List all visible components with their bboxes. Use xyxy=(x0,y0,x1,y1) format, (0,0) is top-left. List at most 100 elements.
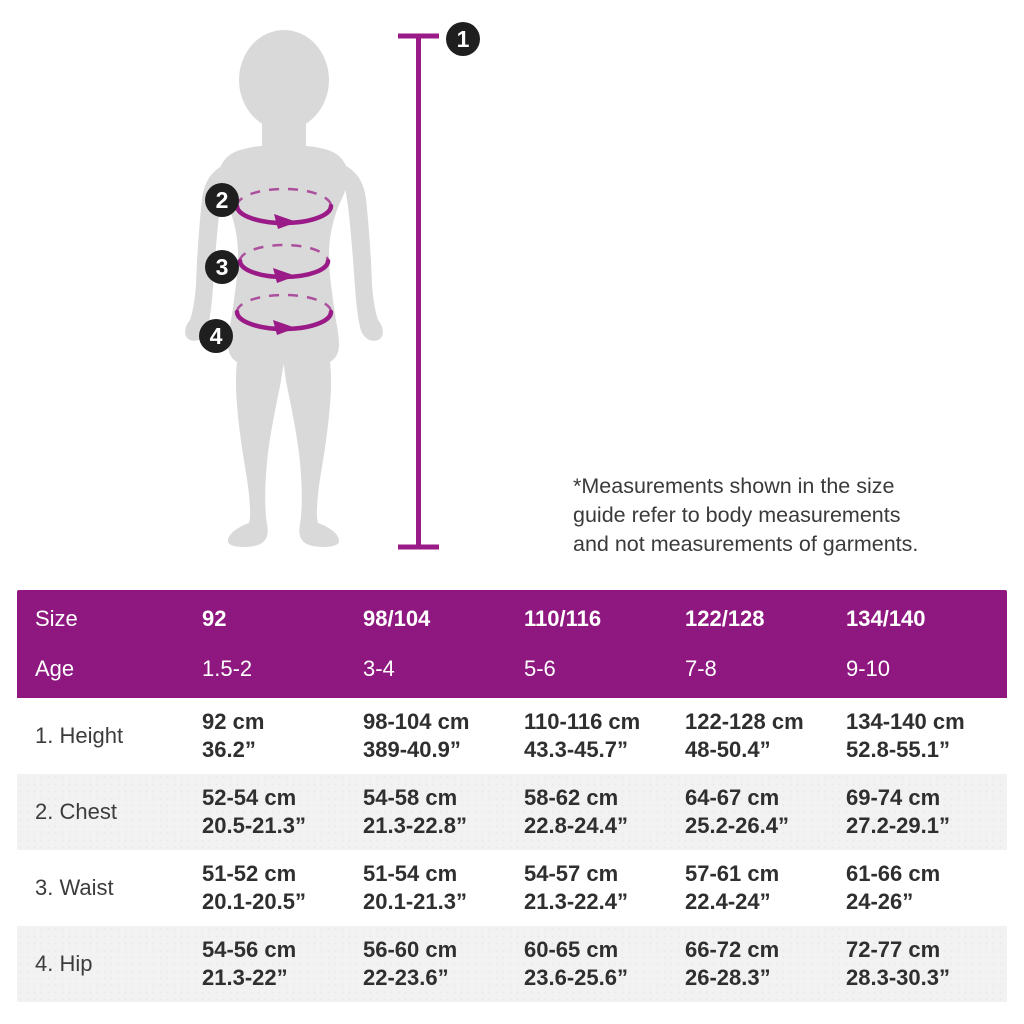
cell-in: 22.4-24” xyxy=(685,889,771,914)
age-value: 3-4 xyxy=(363,656,395,681)
cell-in: 23.6-25.6” xyxy=(524,965,628,990)
table-cell: 54-56 cm 21.3-22” xyxy=(202,936,363,992)
chest-arrow-icon xyxy=(274,214,297,229)
table-cell: 51-52 cm 20.1-20.5” xyxy=(202,860,363,916)
cell-cm: 61-66 cm xyxy=(846,861,941,886)
cell-in: 22-23.6” xyxy=(363,965,449,990)
table-cell: 54-58 cm 21.3-22.8” xyxy=(363,784,524,840)
cell-cm: 52-54 cm xyxy=(202,785,297,810)
note-line-2: guide refer to body measurements xyxy=(573,503,901,527)
cell-cm: 98-104 cm xyxy=(363,709,470,734)
measurement-note: *Measurements shown in the size guide re… xyxy=(573,472,918,559)
waist-measure-loop xyxy=(237,243,331,283)
waist-arrow-icon xyxy=(273,268,296,283)
height-measure-line xyxy=(398,33,439,550)
age-value: 1.5-2 xyxy=(202,656,253,681)
table-row-waist: 3. Waist 51-52 cm 20.1-20.5” 51-54 cm 20… xyxy=(17,850,1007,926)
size-value: 122/128 xyxy=(685,606,765,631)
table-cell: 66-72 cm 26-28.3” xyxy=(685,936,846,992)
age-header-row: Age 1.5-2 3-4 5-6 7-8 9-10 xyxy=(17,644,1007,694)
marker-3-waist: 3 xyxy=(205,250,239,284)
size-guide-table: Size 92 98/104 110/116 122/128 134/140 A… xyxy=(17,590,1007,1002)
cell-cm: 51-52 cm xyxy=(202,861,297,886)
cell-cm: 54-58 cm xyxy=(363,785,458,810)
table-cell: 69-74 cm 27.2-29.1” xyxy=(846,784,1004,840)
table-cell: 98-104 cm 389-40.9” xyxy=(363,708,524,764)
table-cell: 72-77 cm 28.3-30.3” xyxy=(846,936,1004,992)
hip-measure-loop xyxy=(234,293,334,335)
cell-in: 27.2-29.1” xyxy=(846,813,950,838)
row-label: 4. Hip xyxy=(35,951,93,976)
cell-cm: 64-67 cm xyxy=(685,785,780,810)
table-cell: 51-54 cm 20.1-21.3” xyxy=(363,860,524,916)
svg-text:4: 4 xyxy=(210,323,223,349)
age-value: 9-10 xyxy=(846,656,891,681)
table-cell: 57-61 cm 22.4-24” xyxy=(685,860,846,916)
child-silhouette xyxy=(185,30,383,547)
cell-cm: 122-128 cm xyxy=(685,709,804,734)
table-row-hip: 4. Hip 54-56 cm 21.3-22” 56-60 cm 22-23.… xyxy=(17,926,1007,1002)
table-cell: 110-116 cm 43.3-45.7” xyxy=(524,708,685,764)
table-header: Size 92 98/104 110/116 122/128 134/140 A… xyxy=(17,590,1007,698)
cell-cm: 92 cm xyxy=(202,709,265,734)
cell-cm: 56-60 cm xyxy=(363,937,458,962)
table-cell: 52-54 cm 20.5-21.3” xyxy=(202,784,363,840)
cell-in: 52.8-55.1” xyxy=(846,737,950,762)
cell-cm: 51-54 cm xyxy=(363,861,458,886)
size-value: 110/116 xyxy=(524,606,602,631)
table-row-height: 1. Height 92 cm 36.2” 98-104 cm 389-40.9… xyxy=(17,698,1007,774)
cell-in: 20.5-21.3” xyxy=(202,813,306,838)
table-cell: 56-60 cm 22-23.6” xyxy=(363,936,524,992)
cell-cm: 57-61 cm xyxy=(685,861,780,886)
svg-text:1: 1 xyxy=(457,26,470,52)
cell-in: 28.3-30.3” xyxy=(846,965,950,990)
cell-in: 21.3-22.4” xyxy=(524,889,628,914)
hip-arrow-icon xyxy=(273,320,296,335)
size-value: 98/104 xyxy=(363,606,431,631)
size-value: 134/140 xyxy=(846,606,926,631)
table-cell: 61-66 cm 24-26” xyxy=(846,860,1004,916)
svg-text:2: 2 xyxy=(216,187,229,213)
table-cell: 54-57 cm 21.3-22.4” xyxy=(524,860,685,916)
table-cell: 60-65 cm 23.6-25.6” xyxy=(524,936,685,992)
table-row-chest: 2. Chest 52-54 cm 20.5-21.3” 54-58 cm 21… xyxy=(17,774,1007,850)
cell-cm: 60-65 cm xyxy=(524,937,619,962)
table-cell: 92 cm 36.2” xyxy=(202,708,363,764)
cell-cm: 110-116 cm xyxy=(524,709,641,734)
age-value: 7-8 xyxy=(685,656,717,681)
cell-cm: 134-140 cm xyxy=(846,709,965,734)
cell-in: 389-40.9” xyxy=(363,737,461,762)
marker-4-hip: 4 xyxy=(199,319,233,353)
row-label: 2. Chest xyxy=(35,799,117,824)
cell-in: 20.1-21.3” xyxy=(363,889,467,914)
cell-in: 20.1-20.5” xyxy=(202,889,306,914)
cell-cm: 54-57 cm xyxy=(524,861,619,886)
age-value: 5-6 xyxy=(524,656,556,681)
marker-2-chest: 2 xyxy=(205,183,239,217)
cell-in: 21.3-22.8” xyxy=(363,813,467,838)
table-cell: 122-128 cm 48-50.4” xyxy=(685,708,846,764)
table-cell: 64-67 cm 25.2-26.4” xyxy=(685,784,846,840)
cell-cm: 69-74 cm xyxy=(846,785,941,810)
cell-in: 48-50.4” xyxy=(685,737,771,762)
cell-in: 21.3-22” xyxy=(202,965,288,990)
marker-1-height: 1 xyxy=(446,22,480,56)
note-line-1: *Measurements shown in the size xyxy=(573,474,895,498)
table-cell: 134-140 cm 52.8-55.1” xyxy=(846,708,1004,764)
cell-in: 22.8-24.4” xyxy=(524,813,628,838)
cell-in: 24-26” xyxy=(846,889,914,914)
row-label: 3. Waist xyxy=(35,875,114,900)
size-value: 92 xyxy=(202,606,227,631)
cell-in: 43.3-45.7” xyxy=(524,737,628,762)
cell-cm: 72-77 cm xyxy=(846,937,941,962)
svg-text:3: 3 xyxy=(216,254,229,280)
cell-cm: 54-56 cm xyxy=(202,937,297,962)
cell-cm: 58-62 cm xyxy=(524,785,619,810)
size-header-row: Size 92 98/104 110/116 122/128 134/140 xyxy=(17,594,1007,644)
age-header-label: Age xyxy=(35,656,75,681)
table-cell: 58-62 cm 22.8-24.4” xyxy=(524,784,685,840)
child-measurement-diagram: 1 2 3 4 xyxy=(185,22,480,550)
cell-in: 36.2” xyxy=(202,737,256,762)
cell-cm: 66-72 cm xyxy=(685,937,780,962)
